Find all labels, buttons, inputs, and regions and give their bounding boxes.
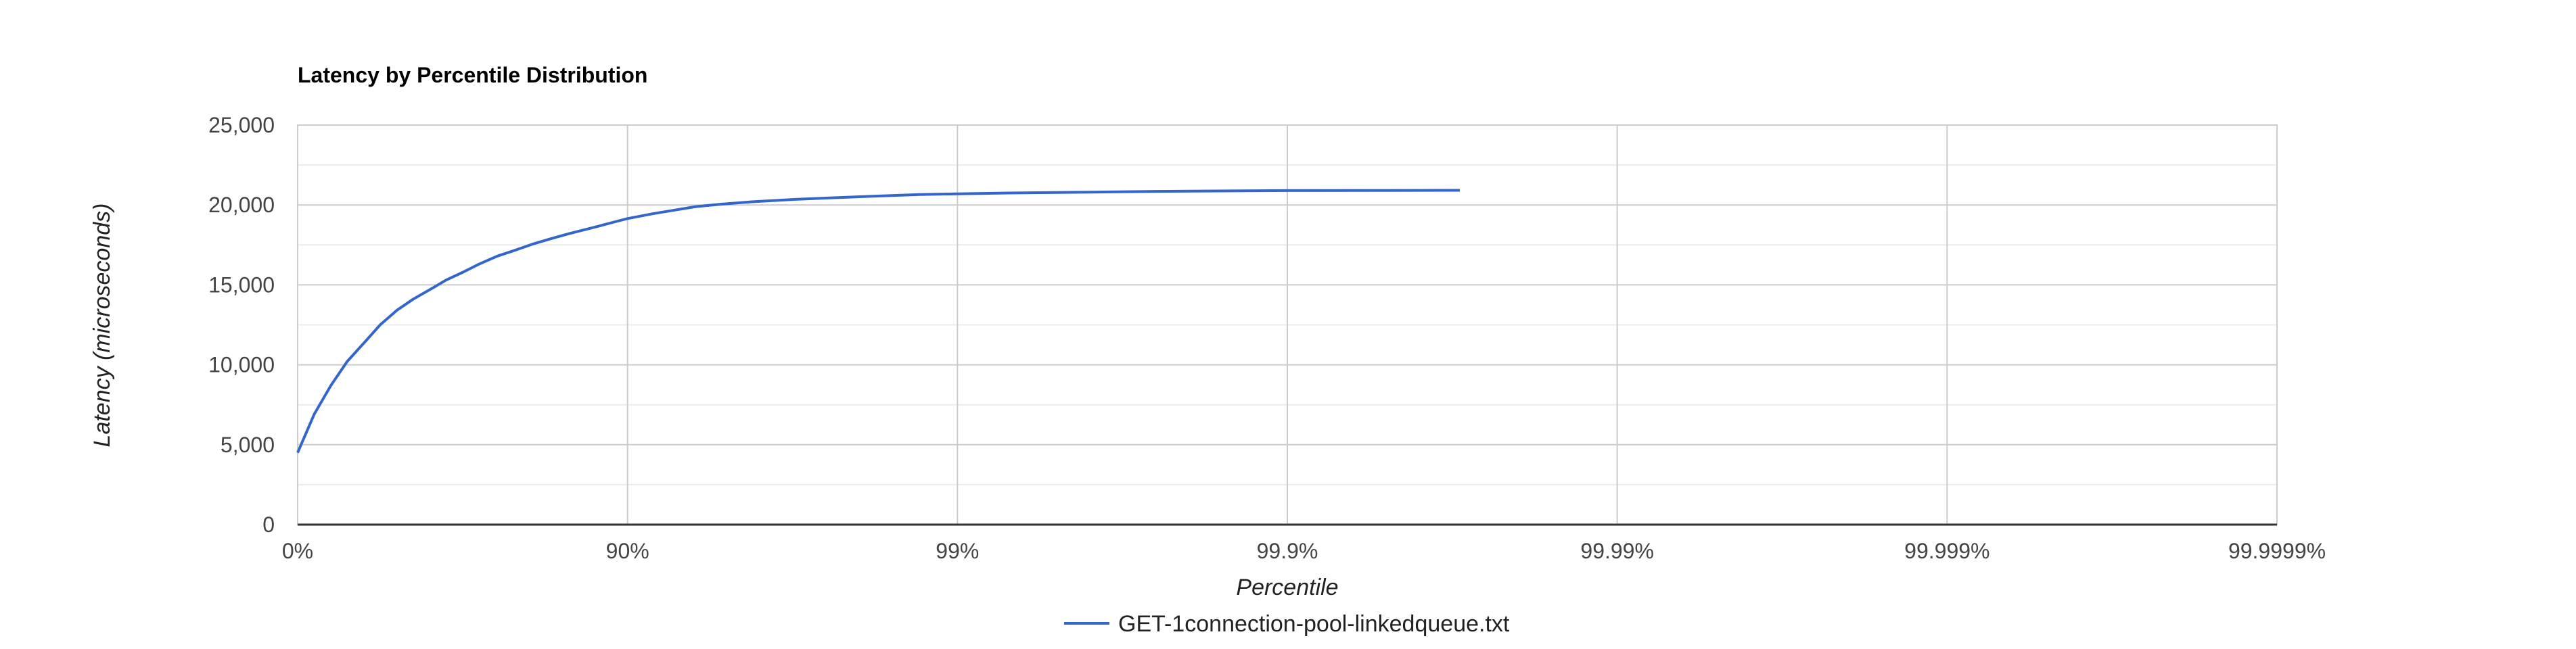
x-tick-label: 99.9% [1257,539,1318,563]
y-tick-label: 10,000 [208,353,275,377]
x-tick-label: 99% [936,539,979,563]
series-lines [296,189,1460,454]
y-tick-label: 0 [262,512,275,537]
x-tick-label: 0% [282,539,313,563]
x-axis-title: Percentile [1236,575,1338,600]
y-tick-label: 20,000 [208,193,275,217]
y-axis-title: Latency (microseconds) [89,203,115,448]
chart-title: Latency by Percentile Distribution [298,63,647,87]
y-tick-label: 15,000 [208,272,275,297]
legend: GET-1connection-pool-linkedqueue.txt [1064,611,1510,637]
x-tick-label: 90% [606,539,649,563]
legend-label: GET-1connection-pool-linkedqueue.txt [1118,611,1510,637]
gridlines [297,124,2278,525]
x-tick-label: 99.999% [1904,539,1990,563]
x-tick-label: 99.9999% [2228,539,2326,563]
y-tick-label: 5,000 [221,433,275,457]
axes: 0 5,000 10,000 15,000 20,000 25,000 0% 90% 99% 99… [208,113,2326,563]
y-tick-label: 25,000 [208,113,275,137]
x-tick-label: 99.99% [1580,539,1654,563]
series-line-0 [296,189,1460,454]
